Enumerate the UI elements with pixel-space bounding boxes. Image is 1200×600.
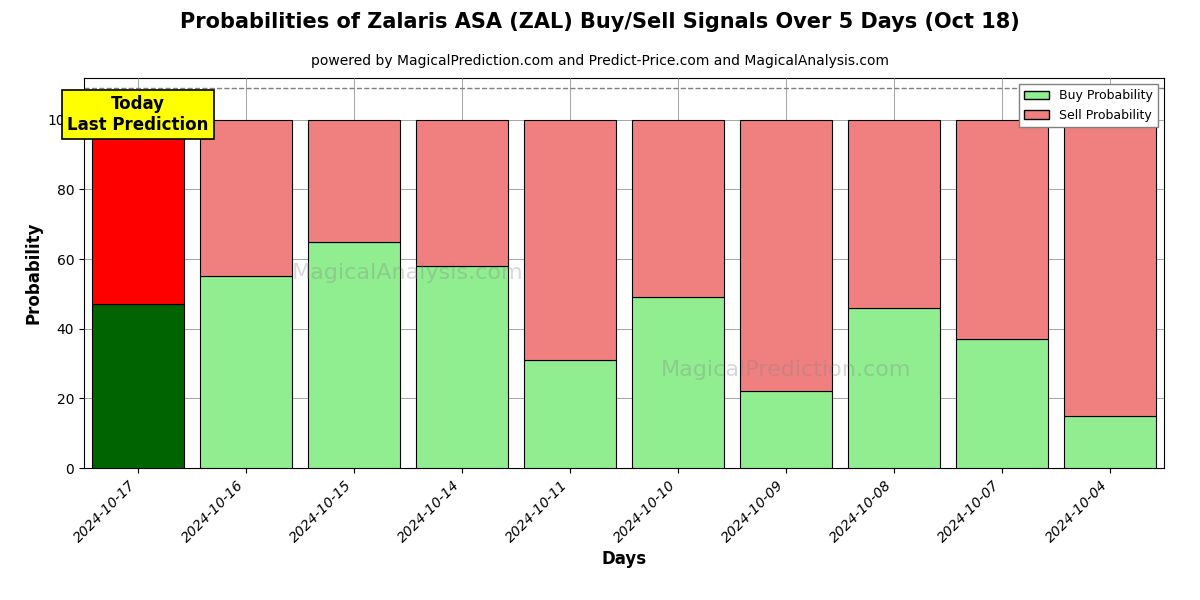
Bar	[200, 277, 292, 468]
Bar	[848, 120, 940, 308]
Bar	[632, 120, 724, 298]
Bar	[848, 308, 940, 468]
Bar	[524, 120, 616, 360]
Text: MagicalAnalysis.com: MagicalAnalysis.com	[292, 263, 524, 283]
Bar	[956, 339, 1048, 468]
Bar	[308, 120, 400, 242]
Text: Today
Last Prediction: Today Last Prediction	[67, 95, 209, 134]
Bar	[416, 266, 508, 468]
Legend: Buy Probability, Sell Probability: Buy Probability, Sell Probability	[1019, 84, 1158, 127]
Bar	[92, 120, 184, 304]
Text: Probabilities of Zalaris ASA (ZAL) Buy/Sell Signals Over 5 Days (Oct 18): Probabilities of Zalaris ASA (ZAL) Buy/S…	[180, 12, 1020, 32]
Bar	[956, 120, 1048, 339]
Y-axis label: Probability: Probability	[24, 222, 42, 324]
Bar	[740, 391, 832, 468]
Bar	[308, 242, 400, 468]
Bar	[416, 120, 508, 266]
Bar	[92, 304, 184, 468]
Bar	[524, 360, 616, 468]
Bar	[632, 298, 724, 468]
X-axis label: Days: Days	[601, 550, 647, 568]
Bar	[1064, 120, 1156, 416]
Bar	[740, 120, 832, 391]
Text: powered by MagicalPrediction.com and Predict-Price.com and MagicalAnalysis.com: powered by MagicalPrediction.com and Pre…	[311, 54, 889, 68]
Bar	[1064, 416, 1156, 468]
Text: MagicalPrediction.com: MagicalPrediction.com	[661, 361, 911, 380]
Bar	[200, 120, 292, 277]
